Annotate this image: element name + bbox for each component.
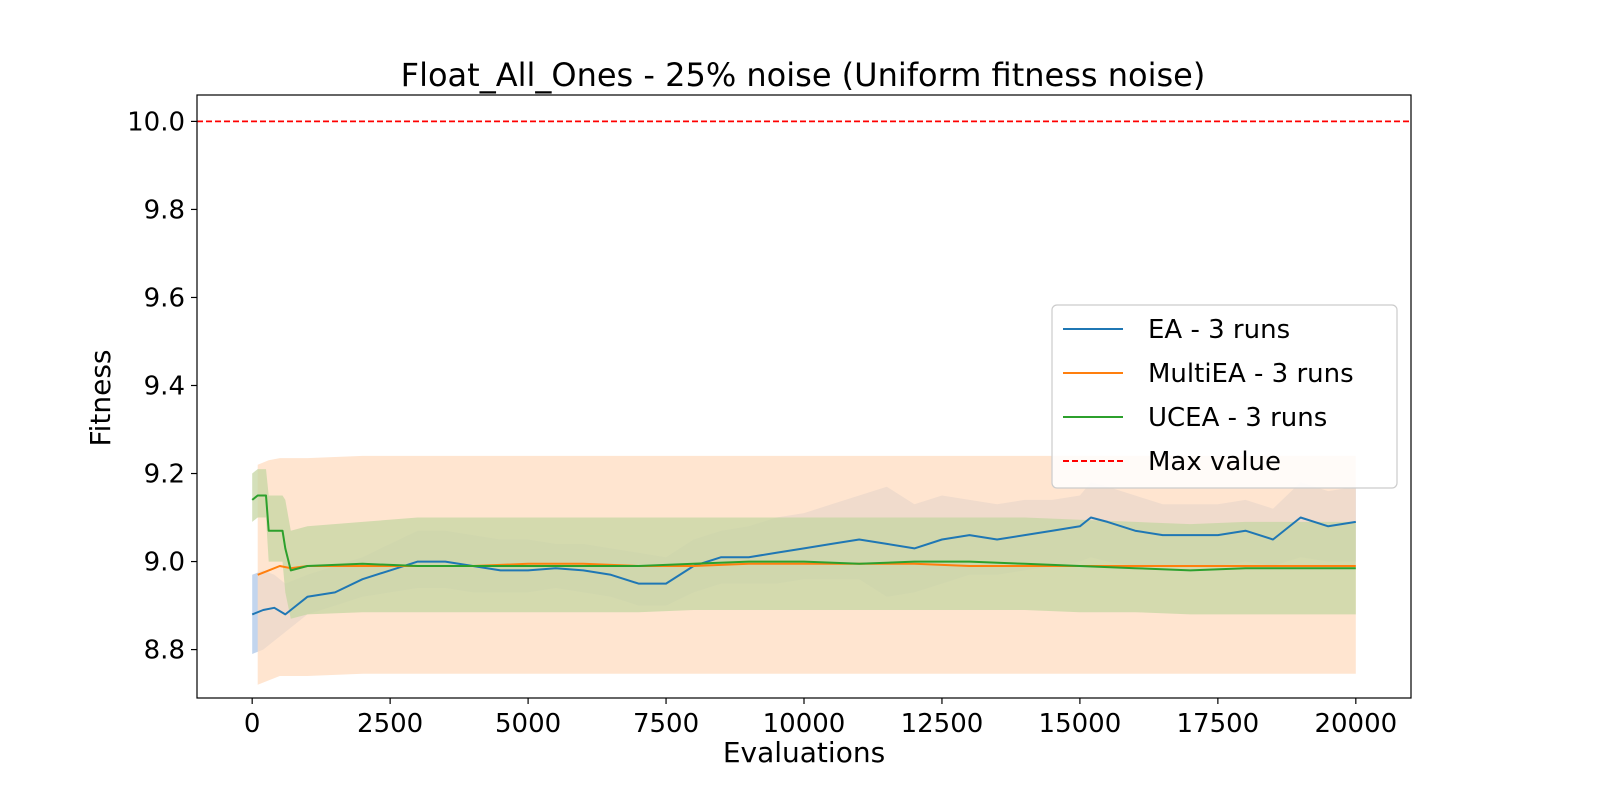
x-tick-label: 17500	[1177, 709, 1260, 739]
x-axis-ticks: 0 2500 5000 7500 10000 12500 15000 17500 20000	[244, 698, 1397, 739]
series-lines	[197, 120, 1411, 616]
x-tick-label: 20000	[1314, 709, 1397, 739]
legend-box	[1051, 304, 1398, 489]
line-series-1	[251, 516, 1356, 616]
y-axis-label: Fitness	[84, 350, 117, 447]
legend-label: UCEA - 3 runs	[1148, 403, 1327, 433]
x-tick-label: 0	[244, 709, 261, 739]
legend-label: Max value	[1148, 447, 1281, 477]
x-tick-label: 12500	[901, 709, 984, 739]
x-tick-label: 15000	[1039, 709, 1122, 739]
chart-title: Float_All_Ones - 25% noise (Uniform fitn…	[401, 56, 1206, 94]
y-tick-label: 9.0	[144, 548, 185, 578]
x-tick-label: 5000	[495, 709, 561, 739]
y-axis-ticks: 8.8 9.0 9.2 9.4 9.6 9.8 10.0	[127, 107, 197, 666]
legend: EA - 3 runs MultiEA - 3 runs UCEA - 3 runs…	[1051, 304, 1398, 489]
y-tick-label: 9.8	[144, 195, 185, 225]
y-tick-label: 10.0	[127, 107, 185, 137]
legend-label: MultiEA - 3 runs	[1148, 359, 1354, 389]
x-tick-label: 10000	[763, 709, 846, 739]
y-tick-label: 9.6	[144, 283, 185, 313]
x-tick-label: 7500	[633, 709, 699, 739]
line-series-3	[251, 494, 1356, 572]
y-tick-label: 9.4	[144, 371, 185, 401]
band-series-3	[252, 469, 1356, 619]
y-tick-label: 9.2	[144, 460, 185, 490]
y-tick-label: 8.8	[144, 636, 185, 666]
x-tick-label: 2500	[357, 709, 423, 739]
legend-label: EA - 3 runs	[1148, 315, 1290, 345]
x-axis-label: Evaluations	[723, 736, 885, 769]
